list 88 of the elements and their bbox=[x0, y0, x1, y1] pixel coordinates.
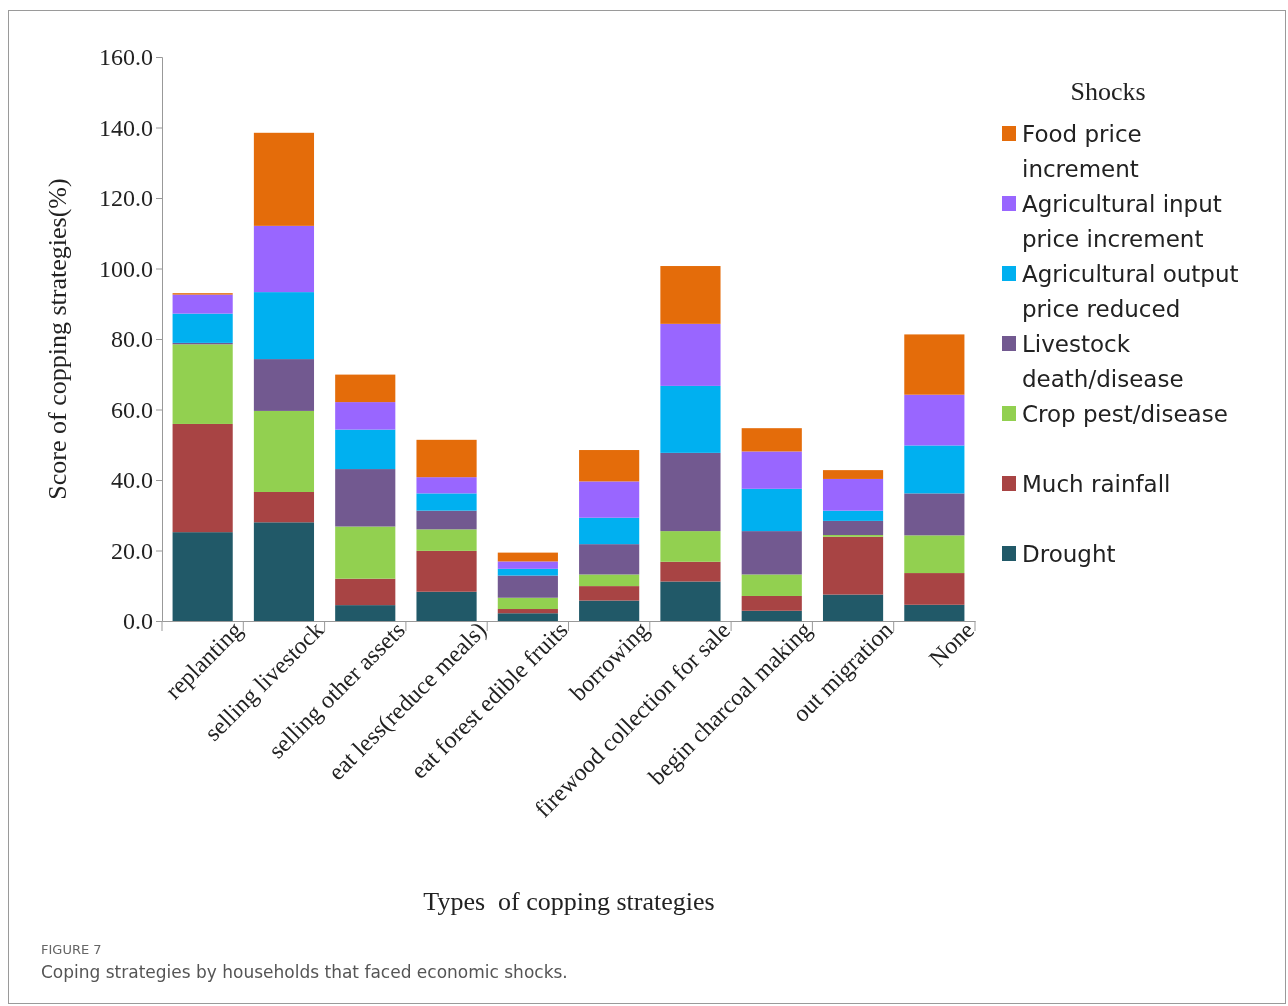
bar bbox=[904, 493, 965, 536]
y-axis-title: Score of copping strategies(%) bbox=[43, 178, 72, 500]
bar bbox=[579, 574, 640, 587]
bar bbox=[579, 586, 640, 601]
bar bbox=[172, 344, 233, 424]
bar bbox=[497, 597, 558, 610]
bar bbox=[416, 510, 477, 530]
y-tick-label: 60.0 bbox=[111, 396, 153, 423]
x-axis-title: Types of copping strategies bbox=[423, 887, 715, 916]
caption: FIGURE 7 bbox=[41, 942, 102, 957]
bar bbox=[335, 526, 396, 579]
bar bbox=[335, 429, 396, 470]
bar bbox=[741, 451, 802, 489]
bar bbox=[822, 478, 884, 511]
bar bbox=[741, 610, 802, 621]
bar bbox=[904, 394, 965, 446]
legend-label: Agricultural output price reduced bbox=[1022, 261, 1239, 322]
bar bbox=[172, 532, 233, 621]
bar bbox=[253, 359, 315, 411]
bar bbox=[253, 410, 315, 492]
bar bbox=[741, 574, 802, 596]
bar bbox=[497, 575, 558, 598]
y-tick-label: 40.0 bbox=[111, 467, 153, 494]
bar bbox=[579, 544, 640, 575]
bar bbox=[497, 609, 558, 614]
bar bbox=[416, 493, 477, 511]
bar bbox=[335, 374, 396, 403]
bar bbox=[253, 491, 315, 523]
bar bbox=[904, 445, 965, 494]
bar bbox=[335, 578, 396, 606]
y-tick-label: 0.0 bbox=[123, 608, 153, 635]
bar bbox=[579, 450, 640, 482]
bar bbox=[253, 522, 315, 621]
bar bbox=[497, 552, 558, 562]
bar bbox=[660, 581, 721, 621]
bar bbox=[172, 423, 233, 533]
bar bbox=[579, 600, 640, 621]
bar bbox=[335, 605, 396, 621]
bar bbox=[416, 591, 477, 621]
legend-label: Food price increment bbox=[1022, 121, 1142, 182]
y-tick-label: 160.0 bbox=[99, 44, 153, 71]
bar bbox=[416, 439, 477, 478]
bar bbox=[660, 561, 721, 582]
y-tick-label: 100.0 bbox=[99, 255, 153, 282]
bar bbox=[660, 266, 721, 324]
y-tick-label: 80.0 bbox=[111, 326, 153, 353]
bar bbox=[335, 402, 396, 430]
bar bbox=[660, 323, 721, 386]
bar bbox=[741, 428, 802, 452]
bar bbox=[497, 613, 558, 621]
bar bbox=[335, 469, 396, 527]
bar bbox=[660, 452, 721, 532]
bar bbox=[822, 536, 884, 595]
bar bbox=[904, 535, 965, 574]
bar bbox=[660, 385, 721, 453]
legend-label: Crop pest/disease bbox=[1022, 401, 1228, 427]
legend-label: Much rainfall bbox=[1022, 471, 1171, 497]
bar bbox=[660, 531, 721, 562]
bar bbox=[416, 529, 477, 551]
bar bbox=[579, 481, 640, 518]
bar bbox=[253, 292, 315, 360]
y-tick-label: 120.0 bbox=[99, 185, 153, 212]
bar bbox=[416, 550, 477, 592]
legend-label: Agricultural input price increment bbox=[1022, 191, 1222, 252]
bar bbox=[416, 477, 477, 494]
bar bbox=[172, 294, 233, 314]
bar bbox=[822, 470, 884, 479]
y-tick-label: 140.0 bbox=[99, 114, 153, 141]
legend-label: Livestock death/disease bbox=[1022, 331, 1184, 392]
bar bbox=[904, 573, 965, 605]
bar bbox=[253, 132, 315, 226]
bar bbox=[904, 604, 965, 621]
bar bbox=[497, 561, 558, 569]
bar bbox=[497, 568, 558, 576]
legend-label: Drought bbox=[1022, 541, 1116, 567]
bar bbox=[172, 313, 233, 343]
bar bbox=[822, 594, 884, 621]
bar bbox=[822, 520, 884, 535]
legend-title: Shocks bbox=[1070, 77, 1146, 106]
bar bbox=[579, 517, 640, 545]
bar bbox=[904, 334, 965, 395]
bar bbox=[741, 531, 802, 575]
bar bbox=[253, 225, 315, 293]
y-tick-label: 20.0 bbox=[111, 537, 153, 564]
bar bbox=[741, 488, 802, 532]
bar bbox=[822, 510, 884, 521]
text: Coping strategies by households that faced economic shocks. bbox=[41, 962, 568, 982]
bar bbox=[741, 595, 802, 611]
